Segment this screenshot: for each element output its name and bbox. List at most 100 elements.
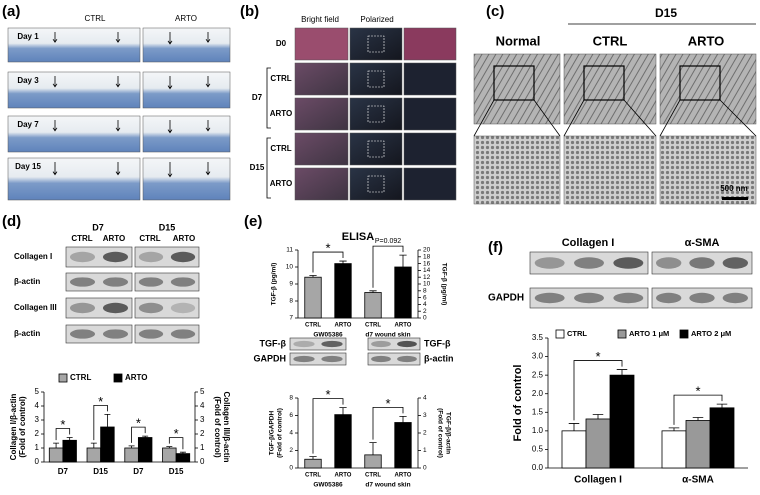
y-tick-label: 6 — [289, 412, 293, 419]
y-axis-label: TGF-β (pg/ml) — [271, 263, 278, 306]
significance-label: * — [98, 394, 103, 409]
blot-band — [138, 329, 164, 339]
y-tick-label: 3.5 — [532, 333, 544, 342]
column-header: D15 — [159, 222, 176, 232]
blot-band — [397, 340, 417, 348]
group-label: d7 wound skin — [365, 482, 410, 489]
y2-tick-label: 3 — [200, 415, 205, 424]
significance-bracket — [372, 406, 404, 440]
error-bar — [128, 445, 135, 448]
arrow — [115, 120, 121, 132]
y-tick-label: 4 — [289, 430, 293, 437]
bar — [364, 292, 382, 319]
arrow — [115, 32, 121, 43]
y-tick-label: 11 — [286, 247, 293, 254]
micrograph — [349, 97, 403, 131]
y2-tick-label: 1 — [423, 447, 427, 454]
zoom-box — [583, 65, 625, 101]
blot-label: β-actin — [424, 353, 454, 363]
group-label: D15 — [655, 6, 677, 20]
arrow — [205, 120, 211, 132]
micrograph — [294, 167, 349, 201]
blot-band — [689, 257, 715, 269]
significance-bracket — [312, 251, 344, 273]
bar — [304, 458, 322, 469]
bar — [137, 437, 153, 463]
x-tick-label: ARTO — [395, 473, 412, 479]
blot-band — [534, 257, 565, 269]
error-bar — [369, 290, 377, 293]
blot-band — [102, 251, 129, 263]
column-header: ARTO — [688, 33, 725, 48]
x-tick-label: Collagen I — [574, 475, 622, 486]
micrograph — [403, 97, 457, 131]
blot-label: Collagen I — [562, 237, 615, 249]
blot-band — [371, 355, 391, 363]
y2-tick-label: 0 — [200, 457, 205, 466]
blot-band — [170, 329, 196, 339]
significance-label: * — [385, 396, 390, 411]
significance-label: * — [595, 349, 600, 364]
bar — [364, 454, 382, 469]
y2-axis-label: (Fold of control) — [213, 396, 222, 458]
bar — [100, 426, 115, 463]
significance-bracket — [93, 405, 108, 441]
blot-band — [102, 329, 129, 339]
bar — [709, 407, 735, 469]
group-label: d7 wound skin — [365, 332, 410, 339]
blot-label: β-actin — [14, 277, 40, 286]
y2-tick-label: 0 — [423, 315, 427, 322]
blot-band — [102, 302, 129, 314]
y2-tick-label: 1 — [200, 443, 205, 452]
significance-bracket — [55, 428, 71, 441]
bar — [661, 430, 687, 469]
row-label: ARTO — [270, 179, 293, 188]
column-header: CTRL — [85, 14, 106, 23]
column-header: Polarized — [360, 15, 393, 24]
y2-tick-label: 14 — [423, 267, 431, 274]
y2-tick-label: 3 — [423, 412, 427, 419]
blot-label: α-SMA — [685, 237, 720, 249]
x-tick-label: CTRL — [305, 323, 321, 329]
blot-band — [656, 257, 682, 269]
arrow — [205, 32, 211, 43]
y2-tick-label: 10 — [423, 281, 431, 288]
error-bar — [568, 423, 580, 431]
y-tick-label: 0.0 — [532, 463, 544, 472]
micrograph — [473, 135, 561, 205]
row-label: D0 — [276, 39, 287, 48]
y2-tick-label: 4 — [200, 401, 205, 410]
blot-band — [656, 292, 682, 304]
bar — [394, 422, 412, 469]
legend-label: ARTO — [125, 373, 148, 382]
bar — [175, 453, 191, 463]
y-tick-label: 10 — [286, 264, 294, 271]
micrograph — [563, 135, 657, 205]
y2-tick-label: 8 — [423, 288, 427, 295]
blot-band — [722, 292, 748, 304]
zoom-lines — [563, 99, 657, 137]
arrow — [115, 76, 121, 88]
group-label: GW05386 — [313, 332, 343, 339]
blot-band — [69, 329, 96, 339]
x-tick-label: ARTO — [335, 473, 352, 479]
x-tick-label: D7 — [133, 467, 144, 476]
x-tick-label: D15 — [169, 467, 184, 476]
error-bar — [90, 442, 97, 448]
error-bar — [166, 446, 173, 448]
x-tick-label: ARTO — [395, 323, 412, 329]
legend-swatch — [555, 329, 565, 339]
y2-tick-label: 4 — [423, 301, 427, 308]
error-bar — [592, 414, 604, 419]
micrograph — [294, 132, 349, 166]
panel-label: (e) — [244, 213, 262, 230]
zoom-box — [367, 140, 385, 158]
row-label: CTRL — [270, 144, 291, 153]
blot-band — [689, 292, 715, 304]
bar — [394, 266, 412, 319]
y-tick-label: 1.0 — [532, 426, 544, 435]
significance-label: * — [136, 416, 141, 431]
column-header: CTRL — [593, 33, 628, 48]
blot-label: GAPDH — [488, 293, 524, 304]
panel-label: (f) — [488, 239, 503, 256]
